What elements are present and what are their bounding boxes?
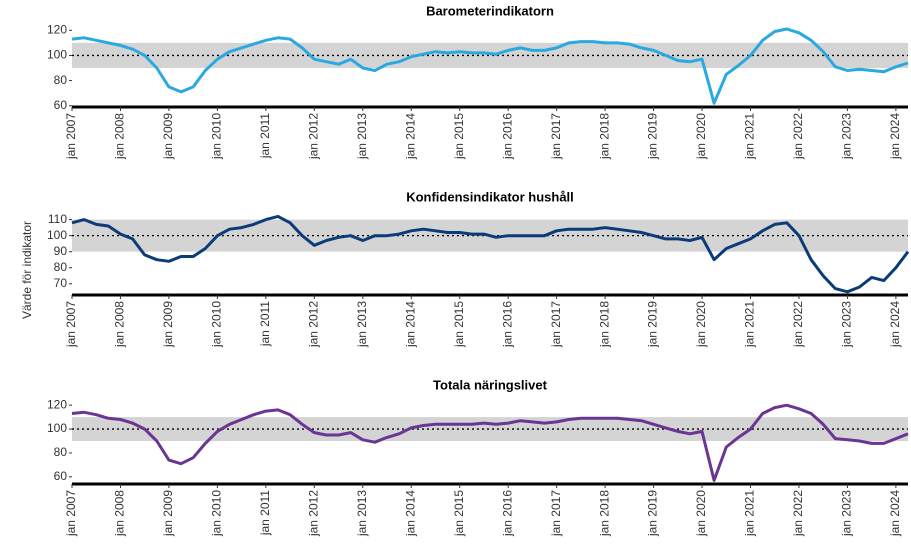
x-tick-label: jan 2020 <box>694 301 708 348</box>
band <box>72 417 908 441</box>
x-tick-label: jan 2024 <box>888 301 902 348</box>
x-tick-label: jan 2020 <box>694 490 708 537</box>
x-tick-label: jan 2008 <box>113 301 127 348</box>
y-tick-label: 120 <box>47 22 67 36</box>
x-tick-label: jan 2012 <box>306 490 320 537</box>
y-tick-label: 120 <box>47 397 67 411</box>
y-tick-label: 110 <box>48 212 67 226</box>
chart-title: Barometerindikatorn <box>426 3 554 18</box>
x-tick-label: jan 2014 <box>403 490 417 537</box>
y-tick-label: 60 <box>54 469 68 483</box>
x-tick-label: jan 2012 <box>306 113 320 160</box>
x-tick-label: jan 2023 <box>840 301 854 348</box>
y-tick-label: 80 <box>54 73 68 87</box>
x-tick-label: jan 2021 <box>743 301 757 348</box>
x-tick-label: jan 2020 <box>694 113 708 160</box>
x-tick-label: jan 2007 <box>64 490 78 537</box>
x-tick-label: jan 2024 <box>888 490 902 537</box>
x-tick-label: jan 2010 <box>210 490 224 537</box>
x-tick-label: jan 2007 <box>64 113 78 160</box>
y-tick-label: 80 <box>54 445 68 459</box>
x-tick-label: jan 2024 <box>888 113 902 160</box>
x-tick-label: jan 2023 <box>840 490 854 537</box>
y-tick-label: 100 <box>47 228 67 242</box>
chart-title: Totala näringslivet <box>433 377 548 392</box>
y-tick-label: 90 <box>54 244 68 258</box>
x-tick-label: jan 2017 <box>549 113 563 160</box>
y-tick-label: 100 <box>47 421 67 435</box>
x-tick-label: jan 2007 <box>64 301 78 348</box>
y-tick-label: 100 <box>47 48 67 62</box>
y-axis-label: Värde för indikator <box>20 221 34 319</box>
x-tick-label: jan 2015 <box>452 301 466 348</box>
x-tick-label: jan 2021 <box>743 490 757 537</box>
x-tick-label: jan 2014 <box>403 301 417 348</box>
x-tick-label: jan 2022 <box>791 113 805 160</box>
x-tick-label: jan 2015 <box>452 113 466 160</box>
data-line <box>71 403 909 482</box>
x-tick-label: jan 2019 <box>646 113 660 160</box>
x-tick-label: jan 2008 <box>113 490 127 537</box>
y-tick-label: 70 <box>54 276 68 290</box>
x-tick-label: jan 2019 <box>646 490 660 537</box>
chart-title: Konfidensindikator hushåll <box>406 189 574 204</box>
x-tick-label: jan 2014 <box>403 113 417 160</box>
x-tick-label: jan 2010 <box>210 301 224 348</box>
x-tick-label: jan 2018 <box>597 490 611 537</box>
x-tick-label: jan 2009 <box>161 113 175 160</box>
data-line <box>71 214 910 294</box>
y-tick-label: 60 <box>54 98 68 112</box>
x-tick-label: jan 2008 <box>113 113 127 160</box>
x-tick-label: jan 2009 <box>161 490 175 537</box>
x-tick-label: jan 2009 <box>161 301 175 348</box>
x-tick-label: jan 2013 <box>355 113 369 160</box>
x-tick-label: jan 2013 <box>355 490 369 537</box>
x-tick-label: jan 2016 <box>500 113 514 160</box>
x-tick-label: jan 2017 <box>549 301 563 348</box>
x-tick-label: jan 2011 <box>258 301 272 347</box>
x-tick-label: jan 2011 <box>258 490 272 536</box>
x-tick-label: jan 2021 <box>743 113 757 160</box>
x-tick-label: jan 2022 <box>791 301 805 348</box>
x-tick-label: jan 2016 <box>500 301 514 348</box>
x-tick-label: jan 2022 <box>791 490 805 537</box>
x-tick-label: jan 2011 <box>258 113 272 159</box>
x-tick-label: jan 2010 <box>210 113 224 160</box>
x-tick-label: jan 2023 <box>840 113 854 160</box>
x-tick-label: jan 2016 <box>500 490 514 537</box>
data-line <box>71 27 909 105</box>
x-tick-label: jan 2015 <box>452 490 466 537</box>
x-tick-label: jan 2019 <box>646 301 660 348</box>
x-tick-label: jan 2013 <box>355 301 369 348</box>
x-tick-label: jan 2018 <box>597 301 611 348</box>
y-tick-label: 80 <box>54 260 68 274</box>
x-tick-label: jan 2018 <box>597 113 611 160</box>
x-tick-label: jan 2012 <box>306 301 320 348</box>
x-tick-label: jan 2017 <box>549 490 563 537</box>
